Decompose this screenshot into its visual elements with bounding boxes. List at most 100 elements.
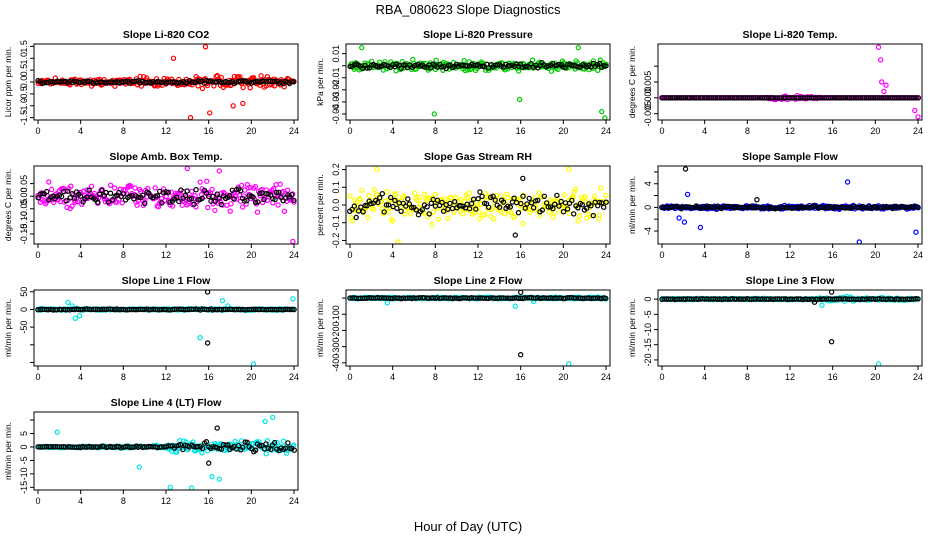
data-point [475,195,481,202]
data-point [576,213,583,219]
x-tick-label: 24 [289,372,299,382]
data-point [358,204,364,210]
data-point [583,205,590,211]
panel-title: Slope Line 2 Flow [434,275,524,287]
data-point [505,195,511,201]
data-point [216,476,222,482]
x-tick-label: 8 [745,250,750,260]
data-point [261,196,267,203]
data-point [68,183,74,189]
data-point [481,211,488,218]
data-point [500,199,507,205]
data-point [252,447,259,453]
data-point [228,201,234,207]
data-point [203,439,210,445]
x-tick-label: 4 [390,372,395,382]
x-tick-label: 20 [246,496,256,506]
data-point [421,64,428,70]
data-point [742,296,748,302]
data-point [270,414,276,421]
data-point [271,439,278,446]
data-point [86,187,92,193]
data-point [393,191,399,198]
data-point [384,188,390,195]
data-point [353,214,359,221]
data-point [176,198,182,205]
data-point [710,204,716,211]
data-point [359,187,365,193]
y-tick-label: -400 [331,354,341,372]
data-point [280,438,287,444]
data-point [366,192,372,199]
data-point [507,204,513,210]
x-tick-label: 8 [121,126,126,136]
data-point [291,199,297,205]
data-point [575,218,581,224]
data-point [405,196,411,202]
y-axis-label: ml/min per min. [315,299,325,357]
data-point [390,218,396,224]
data-point [464,63,470,69]
panel-title: Slope Li-820 Temp. [743,29,838,41]
data-point [550,214,556,220]
data-point [667,296,673,302]
data-point [401,211,408,217]
data-point [590,58,597,64]
panel-title: Slope Li-820 CO2 [123,29,210,41]
x-tick-label: 0 [35,250,40,260]
data-point [429,221,435,228]
data-point [64,204,70,211]
y-tick-label: -1.0 [19,98,29,114]
data-point [575,44,582,51]
data-point [255,199,261,205]
data-point [256,443,263,449]
panel-8: Slope Line 2 Flow ml/min per min. 0 4 8 12 16 2… [315,275,611,382]
data-point [913,229,919,235]
data-point [596,199,603,206]
data-point [433,57,439,64]
x-tick-label: 0 [659,372,664,382]
data-point [188,195,195,202]
x-tick-label: 24 [289,496,299,506]
data-point [413,207,419,213]
points-group [347,44,609,120]
data-point [233,196,240,202]
data-point [247,184,253,191]
y-tick-label: -0.01 [331,68,341,89]
data-point [599,108,605,115]
data-point [63,198,69,204]
y-tick-label: 0.0 [331,199,341,212]
data-point [754,196,760,203]
x-tick-label: 24 [601,126,611,136]
data-point [184,188,190,194]
x-tick-label: 12 [161,126,171,136]
data-point [95,199,101,205]
data-point [432,191,438,197]
data-point [250,194,256,200]
panel-title: Slope Line 3 Flow [746,275,836,287]
x-tick-label: 8 [745,372,750,382]
data-point [276,189,282,195]
y-tick-label: -5 [19,456,29,464]
data-point [351,203,357,209]
data-point [409,204,415,211]
data-point [398,208,404,214]
data-point [189,188,195,195]
data-point [395,239,401,244]
data-point [490,193,496,199]
data-point [566,166,572,173]
y-axis-label: ml/min per min. [3,299,13,357]
data-point [572,186,579,192]
y-tick-label: -15 [643,338,653,351]
data-point [511,213,518,220]
data-point [473,206,479,212]
data-point [88,183,95,189]
data-point [452,198,458,205]
y-axis-label: ml/min per min. [627,176,637,234]
data-point [515,68,522,74]
data-point [206,110,213,116]
data-point [65,299,71,306]
data-point [511,195,517,201]
y-axis-label: kPa per min. [315,58,325,106]
data-point [516,96,523,103]
